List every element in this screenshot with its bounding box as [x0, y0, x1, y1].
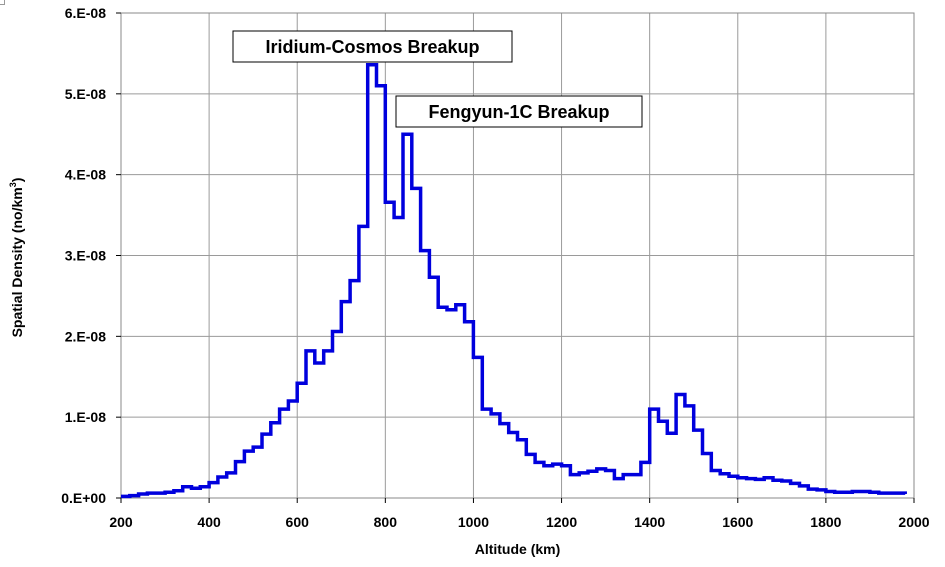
grid	[120, 12, 915, 499]
annotation-label: Fengyun-1C Breakup	[428, 102, 609, 122]
series-line	[121, 62, 907, 499]
x-tick-label: 600	[286, 514, 310, 530]
x-tick-label: 400	[197, 514, 221, 530]
x-tick-label: 1600	[722, 514, 753, 530]
y-axis-title-sup: 3	[8, 182, 18, 187]
y-tick-label: 2.E-08	[65, 328, 106, 344]
x-axis-title: Altitude (km)	[475, 541, 561, 557]
annotations: Iridium-Cosmos Breakup Fengyun-1C Breakup	[232, 30, 643, 128]
x-tick-label: 800	[374, 514, 398, 530]
annotation-box	[395, 95, 643, 128]
y-tick-label: 1.E-08	[65, 409, 106, 425]
x-tick-label: 1200	[546, 514, 577, 530]
x-tick-label: 2000	[898, 514, 929, 530]
y-tick-label: 5.E-08	[65, 86, 106, 102]
x-axis: 200 400 600 800 1000 1200 1400 1600 1800 2000	[109, 498, 930, 530]
x-tick-label: 1400	[634, 514, 665, 530]
y-tick-label: 4.E-08	[65, 167, 106, 183]
annotation-label: Iridium-Cosmos Breakup	[265, 37, 479, 57]
y-tick-label: 3.E-08	[65, 248, 106, 264]
corner-mark	[0, 0, 5, 5]
y-axis-title-end: )	[9, 178, 25, 183]
y-axis-title: Spatial Density (no/km3)	[8, 178, 25, 338]
x-tick-label: 200	[109, 514, 133, 530]
y-tick-label: 0.E+00	[61, 490, 106, 506]
annotation-box	[232, 30, 513, 63]
y-tick-label: 6.E-08	[65, 5, 106, 21]
y-axis: 0.E+00 1.E-08 2.E-08 3.E-08 4.E-08 5.E-08 6.E-…	[61, 5, 121, 506]
x-tick-label: 1000	[458, 514, 489, 530]
x-tick-label: 1800	[810, 514, 841, 530]
y-axis-title-main: Spatial Density (no/km	[9, 187, 25, 337]
